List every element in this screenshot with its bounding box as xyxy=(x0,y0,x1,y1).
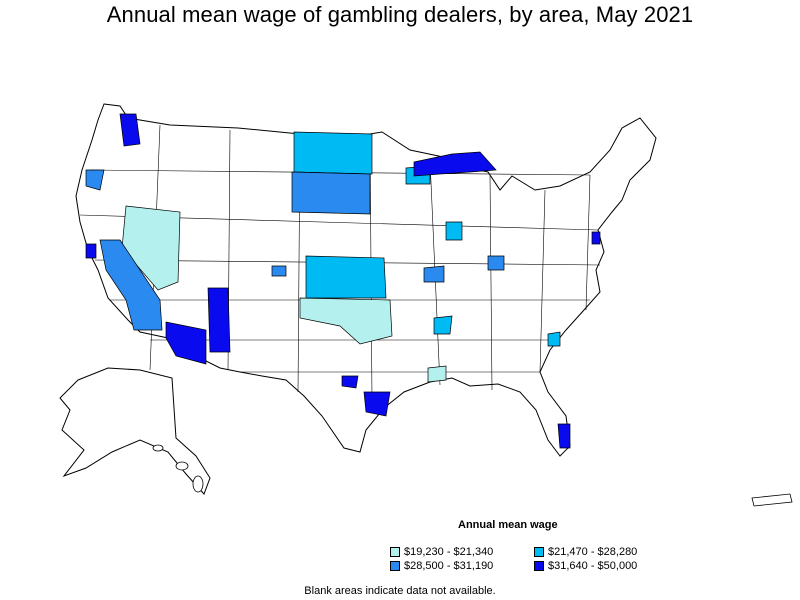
area-colorado xyxy=(271,265,287,277)
legend-swatch-2 xyxy=(534,547,544,557)
area-california xyxy=(99,239,163,331)
area-michigan-upper xyxy=(413,151,497,177)
legend-label-1: $19,230 - $21,340 xyxy=(404,546,494,558)
legend-label-2: $21,470 - $28,280 xyxy=(548,546,638,558)
area-nevada xyxy=(121,205,181,291)
area-texas-east xyxy=(363,391,391,417)
area-south-carolina xyxy=(547,331,561,347)
area-washington xyxy=(119,113,141,147)
area-texas-west xyxy=(341,375,359,389)
legend-item-3: $28,500 - $31,190 xyxy=(390,560,493,572)
blank-areas-note: Blank areas indicate data not available. xyxy=(304,585,496,597)
area-kansas xyxy=(305,255,387,299)
legend-swatch-4 xyxy=(534,561,544,571)
map-title: Annual mean wage of gambling dealers, by… xyxy=(106,2,694,27)
legend-item-4: $31,640 - $50,000 xyxy=(534,560,637,572)
legend-item-1: $19,230 - $21,340 xyxy=(390,546,493,558)
alaska-outline xyxy=(59,367,211,495)
area-oregon xyxy=(85,169,105,191)
area-new-mexico xyxy=(207,287,231,353)
hawaii-island-2 xyxy=(175,461,189,471)
area-mississippi xyxy=(427,365,447,383)
legend-title: Annual mean wage xyxy=(458,519,558,531)
area-ohio xyxy=(487,255,505,271)
legend-swatch-1 xyxy=(390,547,400,557)
area-florida xyxy=(557,423,571,449)
legend-swatch-3 xyxy=(390,561,400,571)
area-missouri xyxy=(423,265,445,283)
area-south-dakota xyxy=(291,171,371,215)
hawaii-island-1 xyxy=(152,444,164,452)
area-arizona xyxy=(165,321,207,365)
legend-label-3: $28,500 - $31,190 xyxy=(404,560,494,572)
area-nj xyxy=(591,231,601,245)
area-indiana xyxy=(445,221,463,241)
legend-label-4: $31,640 - $50,000 xyxy=(548,560,638,572)
hawaii-island-3 xyxy=(192,475,204,493)
area-bay-area xyxy=(85,243,97,259)
puerto-rico-outline xyxy=(751,493,793,507)
legend-item-2: $21,470 - $28,280 xyxy=(534,546,637,558)
area-oklahoma xyxy=(299,297,393,345)
area-north-dakota xyxy=(293,131,373,175)
area-mississippi-north xyxy=(433,315,453,335)
